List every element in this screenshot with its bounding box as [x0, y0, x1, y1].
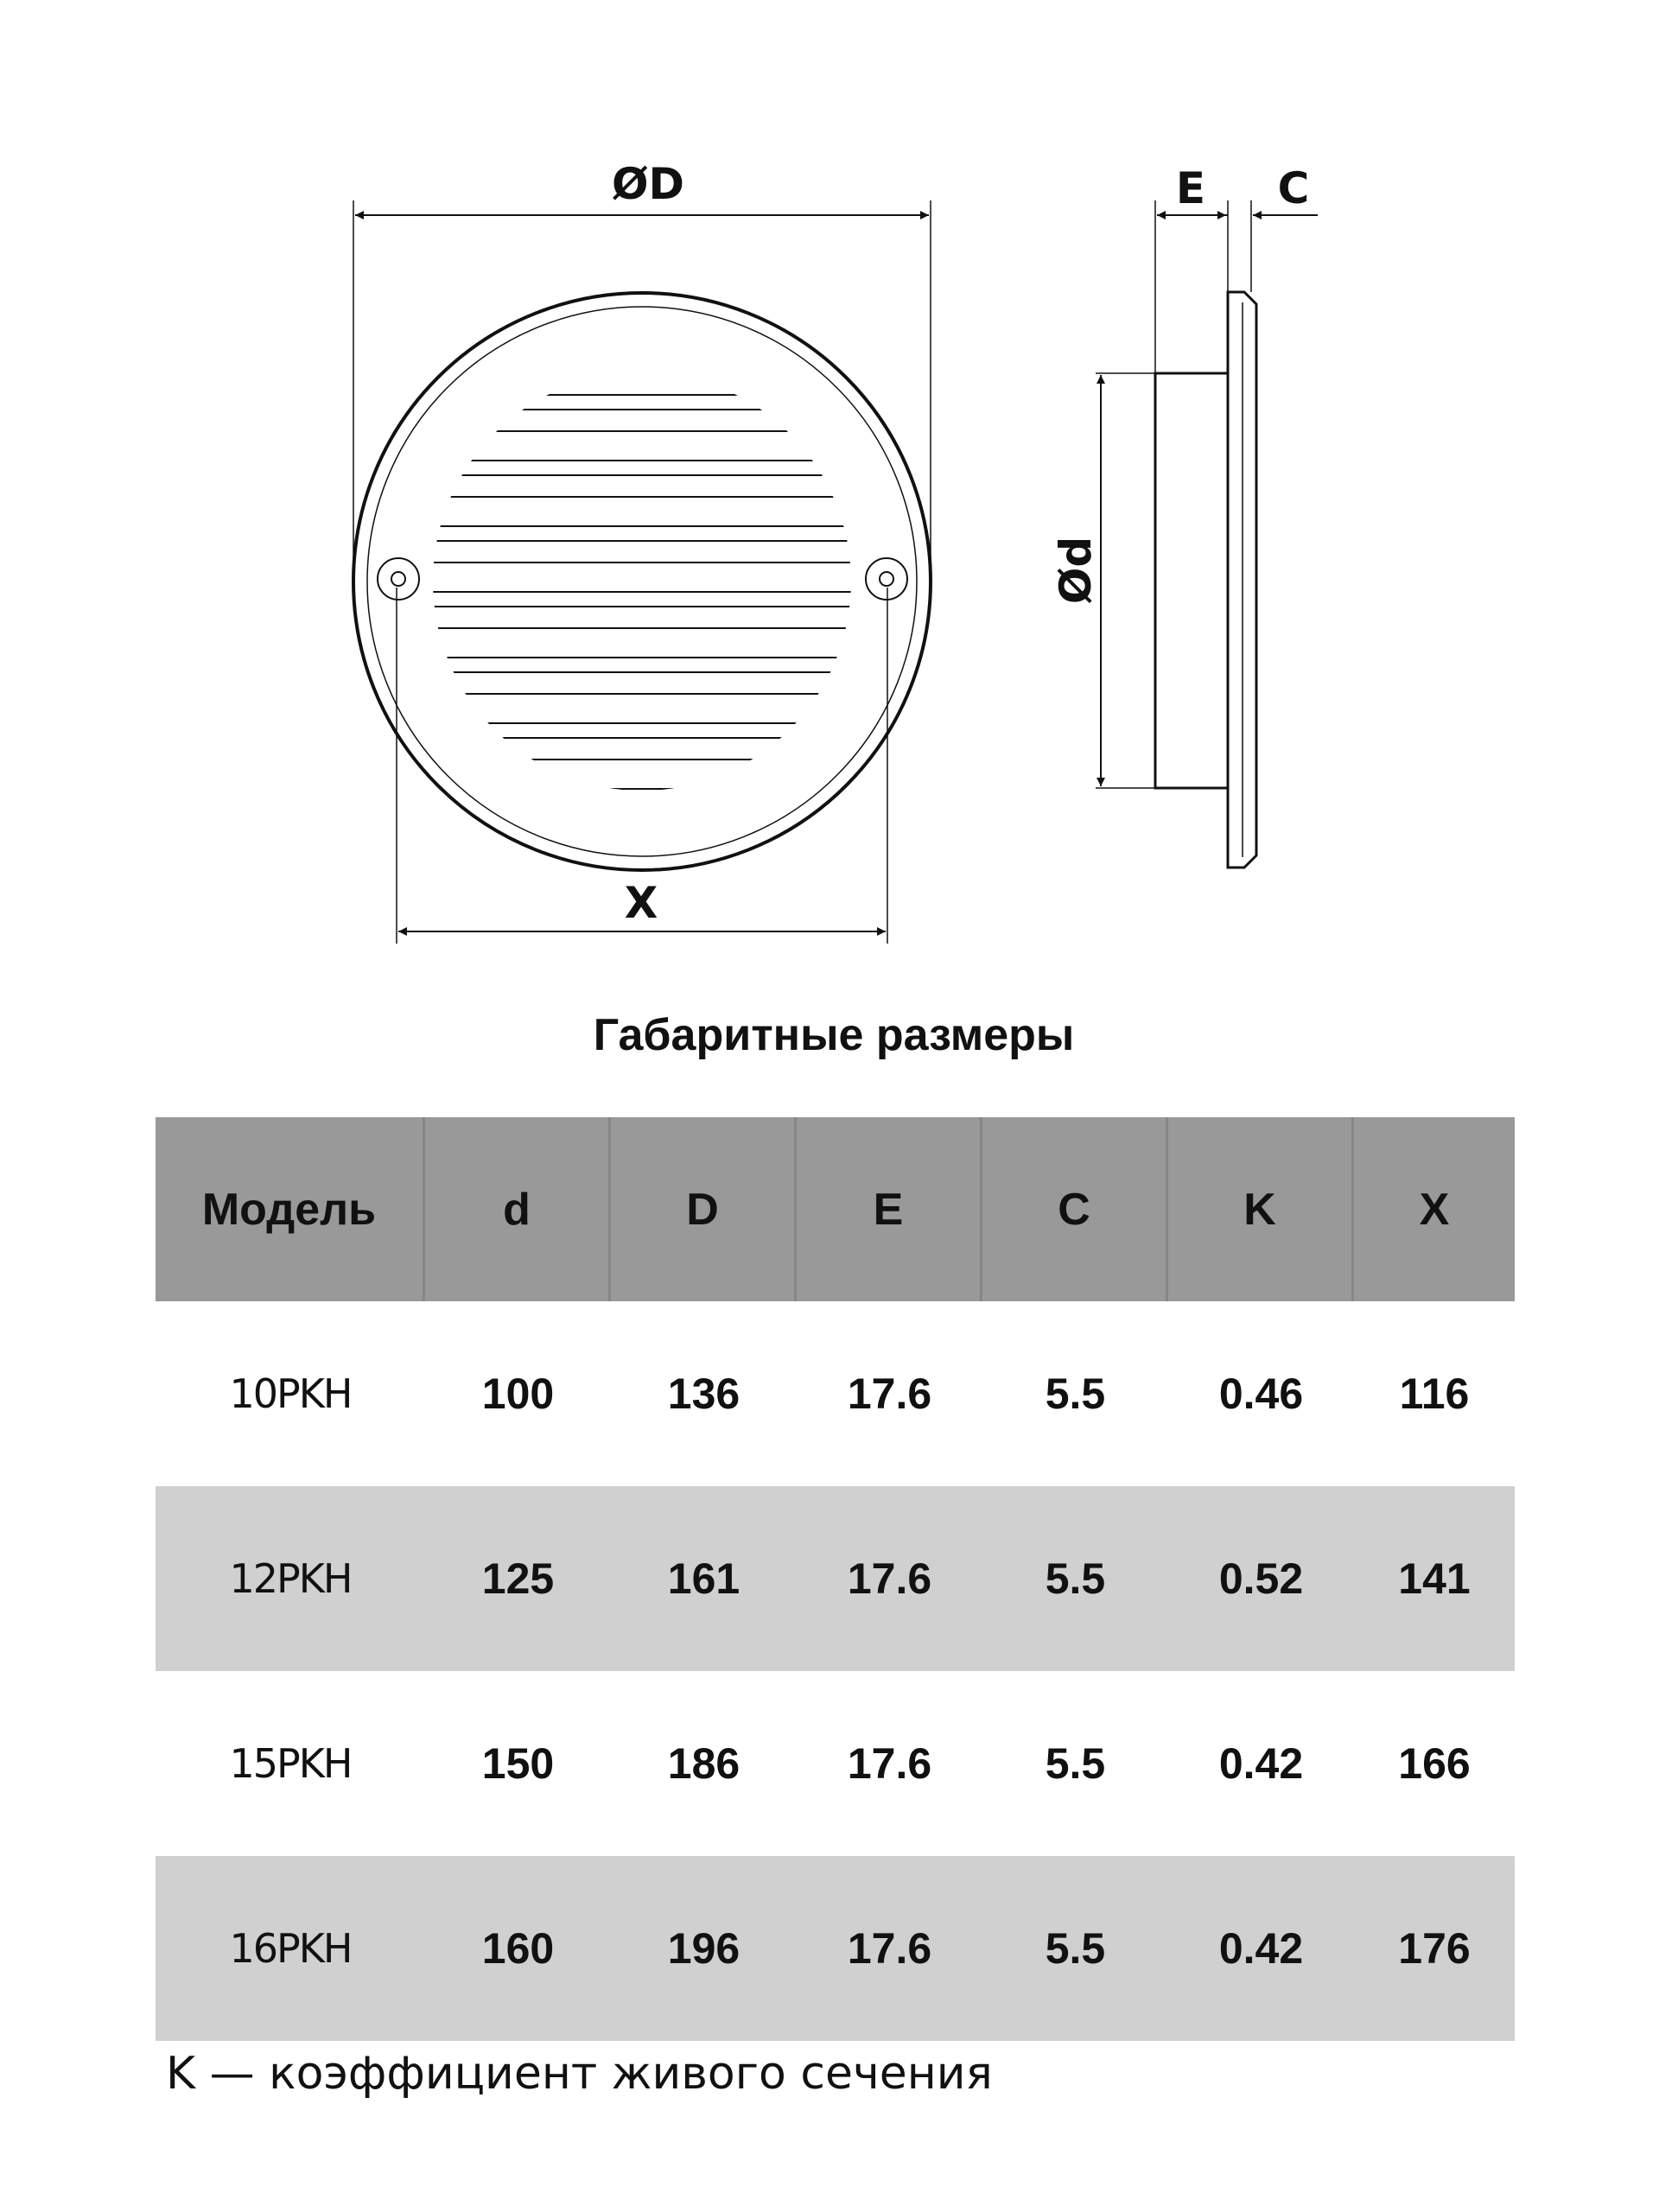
- cell-E: 17.6: [847, 1739, 932, 1788]
- cell-X: 166: [1398, 1739, 1471, 1788]
- section-title: Габаритные размеры: [593, 1010, 1075, 1060]
- cell-d: 160: [481, 1924, 555, 1973]
- cell-E: 17.6: [847, 1924, 932, 1973]
- table-row: 12PKH 125 161 17.6 5.5 0.52 141: [156, 1486, 1515, 1671]
- cell-C: 5.5: [1045, 1370, 1106, 1418]
- cell-d: 150: [481, 1739, 555, 1788]
- louvers: [433, 394, 851, 790]
- front-view: [352, 200, 932, 944]
- cell-E: 17.6: [847, 1554, 932, 1603]
- cell-D: 186: [667, 1739, 741, 1788]
- label-C: C: [1278, 163, 1310, 213]
- cell-D: 196: [667, 1924, 741, 1973]
- cell-model: 15PKH: [229, 1740, 353, 1787]
- cell-K: 0.42: [1218, 1739, 1304, 1788]
- table-row: 10PKH 100 136 17.6 5.5 0.46 116: [156, 1301, 1515, 1486]
- cell-E: 17.6: [847, 1370, 932, 1418]
- cell-C: 5.5: [1045, 1739, 1106, 1788]
- label-OD: ØD: [612, 159, 684, 209]
- cell-X: 116: [1399, 1370, 1470, 1418]
- header-E: E: [797, 1117, 982, 1301]
- header-K: K: [1168, 1117, 1354, 1301]
- cell-K: 0.52: [1218, 1554, 1304, 1603]
- cell-d: 100: [481, 1370, 555, 1418]
- side-view: [1096, 200, 1318, 869]
- cell-C: 5.5: [1045, 1554, 1106, 1603]
- cell-D: 161: [667, 1554, 741, 1603]
- cell-model: 10PKH: [229, 1370, 353, 1417]
- label-X: X: [625, 878, 658, 928]
- screw-hole-right: [865, 557, 908, 601]
- label-E: E: [1176, 163, 1205, 213]
- table-header-row: Модель d D E C K X: [156, 1117, 1515, 1301]
- cell-model: 12PKH: [229, 1555, 353, 1602]
- screw-hole-left: [377, 557, 420, 601]
- cell-model: 16PKH: [229, 1925, 353, 1972]
- header-X: X: [1419, 1184, 1450, 1235]
- cell-d: 125: [481, 1554, 555, 1603]
- cell-C: 5.5: [1045, 1924, 1106, 1973]
- dimensions-table: Модель d D E C K X 10PKH 100 136 17.6 5.…: [156, 1117, 1515, 2041]
- header-C: C: [982, 1117, 1168, 1301]
- header-model: Модель: [156, 1117, 425, 1301]
- cell-K: 0.42: [1218, 1924, 1304, 1973]
- cell-D: 136: [667, 1370, 741, 1418]
- table-row: 15PKH 150 186 17.6 5.5 0.42 166: [156, 1671, 1515, 1856]
- table-row: 16PKH 160 196 17.6 5.5 0.42 176: [156, 1856, 1515, 2041]
- footnote: K — коэффициент живого сечения: [166, 2048, 993, 2100]
- header-d: d: [425, 1117, 611, 1301]
- cell-K: 0.46: [1218, 1370, 1304, 1418]
- grille-technical-drawing: ØD X Ød E C: [352, 159, 1318, 944]
- cell-X: 176: [1398, 1924, 1471, 1973]
- header-D: D: [611, 1117, 797, 1301]
- label-d: Ød: [1051, 537, 1101, 604]
- cell-X: 141: [1398, 1554, 1471, 1603]
